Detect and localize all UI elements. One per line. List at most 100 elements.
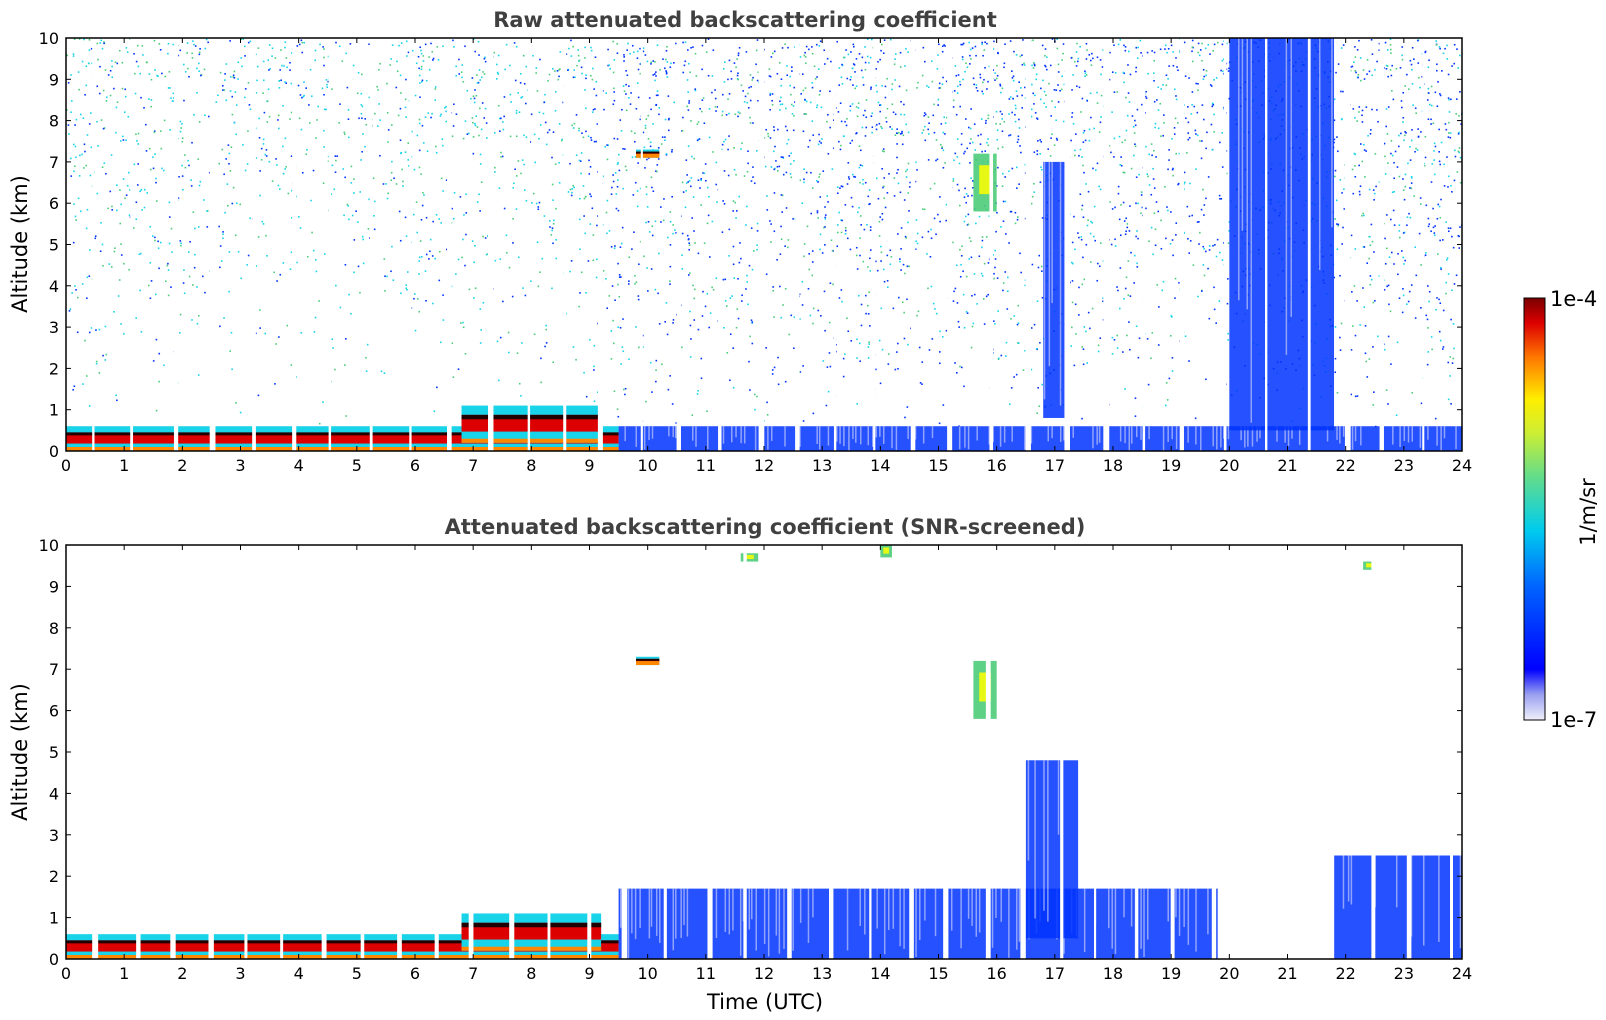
noise-point xyxy=(160,147,163,150)
noise-point xyxy=(969,48,972,51)
noise-point xyxy=(997,51,999,54)
noise-point xyxy=(1119,39,1122,41)
noise-point xyxy=(1124,388,1126,390)
noise-point xyxy=(963,326,966,329)
noise-point xyxy=(400,92,402,94)
feature-streak xyxy=(715,888,718,939)
noise-point xyxy=(111,205,113,208)
noise-point xyxy=(1130,167,1133,170)
noise-point xyxy=(1084,75,1086,78)
noise-point xyxy=(858,166,861,169)
noise-point xyxy=(1017,342,1019,344)
noise-point xyxy=(124,95,127,98)
noise-point xyxy=(875,368,877,371)
noise-point xyxy=(542,112,545,115)
noise-point xyxy=(703,122,706,125)
noise-point xyxy=(613,247,616,250)
noise-point xyxy=(607,144,610,147)
noise-point xyxy=(855,85,858,87)
noise-point xyxy=(859,215,862,217)
noise-point xyxy=(1186,205,1189,208)
noise-point xyxy=(1137,356,1140,359)
noise-point xyxy=(418,67,420,70)
data-gap xyxy=(563,38,567,451)
noise-point xyxy=(1049,155,1052,157)
noise-point xyxy=(891,128,893,130)
noise-point xyxy=(859,237,861,239)
noise-point xyxy=(637,162,639,164)
noise-point xyxy=(595,94,598,97)
noise-point xyxy=(649,141,652,144)
noise-point xyxy=(1016,218,1019,221)
noise-point xyxy=(1146,173,1149,176)
noise-point xyxy=(521,96,524,98)
noise-point xyxy=(651,234,654,237)
noise-point xyxy=(864,61,867,64)
noise-point xyxy=(1153,100,1156,103)
data-gap xyxy=(252,38,256,451)
noise-point xyxy=(975,54,977,57)
noise-point xyxy=(484,237,487,239)
noise-point xyxy=(436,386,438,389)
noise-point xyxy=(823,290,826,293)
noise-point xyxy=(102,127,105,130)
noise-point xyxy=(766,414,769,416)
noise-point xyxy=(955,113,958,116)
noise-point xyxy=(69,308,72,310)
noise-point xyxy=(666,333,669,336)
noise-point xyxy=(249,108,252,111)
noise-point xyxy=(1120,204,1122,206)
noise-point xyxy=(430,116,432,119)
noise-point xyxy=(123,111,126,114)
noise-point xyxy=(182,63,185,66)
noise-point xyxy=(606,199,609,202)
noise-point xyxy=(482,71,484,73)
noise-point xyxy=(637,298,640,301)
noise-point xyxy=(871,38,873,41)
noise-point xyxy=(735,66,737,69)
noise-point xyxy=(1074,60,1076,63)
noise-point xyxy=(297,84,300,87)
noise-point xyxy=(864,135,867,137)
noise-point xyxy=(143,106,145,109)
noise-point xyxy=(1037,140,1039,142)
noise-point xyxy=(1191,60,1194,63)
noise-point xyxy=(125,139,127,142)
noise-point xyxy=(645,185,648,188)
noise-point xyxy=(306,148,308,151)
noise-point xyxy=(1401,58,1404,61)
noise-point xyxy=(1168,65,1170,67)
noise-point xyxy=(853,175,855,178)
noise-point xyxy=(147,284,150,287)
noise-point xyxy=(397,114,400,117)
noise-point xyxy=(732,386,735,389)
noise-point xyxy=(587,135,590,138)
noise-point xyxy=(850,340,853,342)
noise-point xyxy=(1153,72,1155,75)
noise-point xyxy=(749,335,751,338)
noise-point xyxy=(664,320,666,323)
noise-point xyxy=(278,127,280,130)
noise-point xyxy=(1197,42,1200,45)
noise-point xyxy=(1040,140,1043,143)
noise-point xyxy=(517,256,520,259)
noise-point xyxy=(423,194,425,196)
noise-point xyxy=(965,201,968,204)
noise-point xyxy=(1097,350,1100,353)
noise-point xyxy=(960,132,963,135)
noise-point xyxy=(1165,382,1168,384)
noise-point xyxy=(1398,230,1401,232)
noise-point xyxy=(624,148,626,150)
noise-point xyxy=(819,248,821,251)
noise-point xyxy=(939,87,942,89)
noise-point xyxy=(756,395,758,398)
noise-point xyxy=(1428,300,1430,303)
noise-point xyxy=(927,230,930,233)
noise-point xyxy=(584,46,586,49)
noise-point xyxy=(1079,193,1082,196)
noise-point xyxy=(134,92,137,95)
noise-point xyxy=(1032,39,1034,42)
noise-point xyxy=(596,258,598,261)
noise-point xyxy=(867,313,870,315)
noise-point xyxy=(1082,216,1085,219)
